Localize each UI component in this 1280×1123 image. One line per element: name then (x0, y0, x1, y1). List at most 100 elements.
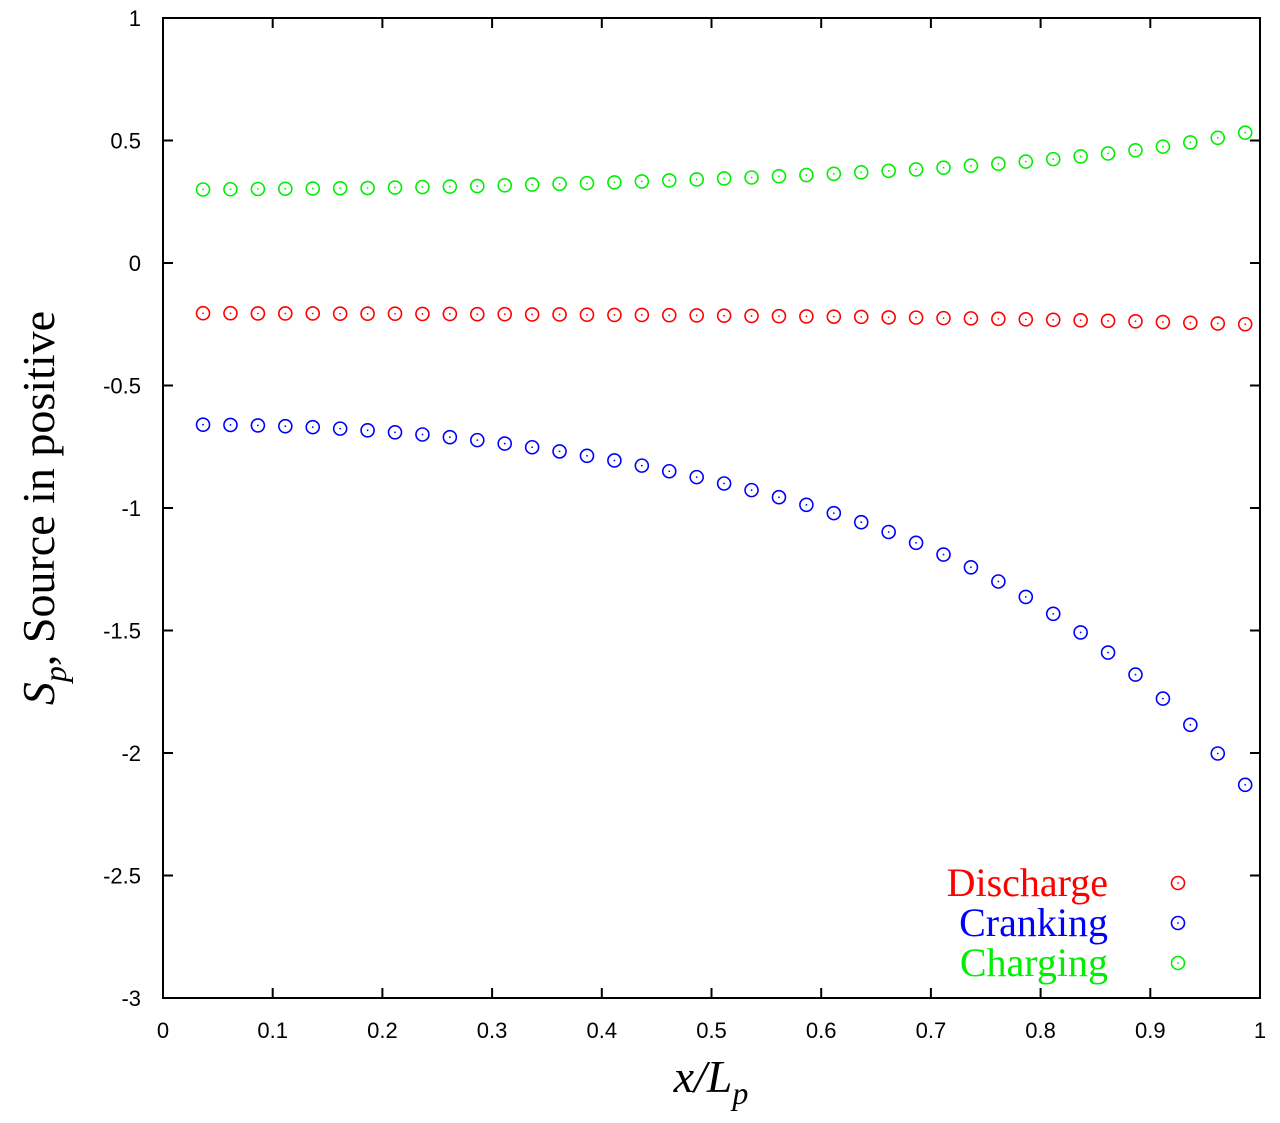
data-point-center (284, 425, 287, 428)
x-tick-label: 0.2 (367, 1018, 398, 1043)
data-point (1100, 313, 1116, 329)
data-point (497, 436, 513, 451)
legend-label-charging: Charging (960, 940, 1108, 985)
data-point (661, 307, 677, 323)
x-axis-title: x/Lp (673, 1051, 749, 1111)
data-point (963, 311, 979, 326)
data-point-center (256, 424, 259, 427)
data-point-center (695, 476, 698, 479)
data-point (332, 306, 348, 322)
data-point (469, 432, 485, 448)
data-point-center (1024, 160, 1027, 163)
data-point (305, 419, 321, 435)
data-point (442, 429, 458, 445)
data-point (799, 497, 814, 513)
data-point (360, 423, 375, 438)
data-point (689, 308, 704, 323)
data-point-center (1216, 136, 1219, 139)
data-point-center (1134, 320, 1137, 323)
x-tick-label: 0 (157, 1018, 169, 1043)
data-point (250, 181, 266, 197)
data-point (936, 160, 951, 175)
data-point-center (750, 489, 753, 492)
data-point (469, 178, 485, 194)
data-point (744, 308, 759, 324)
data-point (278, 306, 293, 321)
data-point-center (531, 183, 534, 186)
data-point (524, 307, 540, 322)
data-point-center (339, 187, 342, 190)
data-point-center (1216, 752, 1219, 755)
data-point (1237, 316, 1253, 332)
data-point (387, 180, 403, 195)
data-point (1237, 125, 1253, 140)
data-point-center (476, 185, 479, 187)
data-point (552, 176, 567, 192)
data-point-center (421, 433, 424, 436)
data-point-center (887, 316, 890, 319)
data-point (1183, 717, 1198, 733)
data-point (853, 165, 869, 180)
data-point (689, 469, 704, 485)
data-point (1128, 143, 1143, 158)
data-point-center (1107, 319, 1109, 322)
data-point-center (202, 312, 204, 315)
data-point (853, 514, 869, 530)
data-point-center (887, 531, 890, 533)
data-point (579, 307, 595, 322)
data-point (1155, 139, 1171, 154)
data-point-center (311, 187, 314, 190)
data-point-center (805, 174, 808, 176)
data-point-center (421, 313, 424, 315)
data-point (415, 427, 430, 442)
data-point-center (668, 314, 671, 317)
data-point-center (284, 187, 287, 190)
data-point (360, 180, 375, 196)
data-point (991, 574, 1006, 589)
data-point (826, 505, 842, 521)
data-point-center (723, 482, 726, 485)
data-point-center (970, 317, 972, 320)
data-point (1045, 606, 1061, 622)
data-point-center (750, 315, 753, 317)
data-point-center (613, 314, 616, 316)
data-point (442, 306, 458, 322)
data-point-center (668, 470, 671, 473)
data-point-center (448, 313, 451, 315)
y-tick-label: -1 (121, 496, 141, 521)
data-point-center (750, 176, 753, 179)
data-point (1073, 313, 1088, 328)
data-point-center (586, 182, 588, 185)
data-point-center (997, 162, 1000, 165)
data-point-center (229, 424, 232, 426)
legend-marker-cranking (1170, 915, 1186, 931)
y-tick-label: -2 (121, 741, 141, 766)
tick-labels: 0 0.1 0.2 0.3 0.4 0.5 0.6 0.7 0.8 0.9 1 1 0.5 0 -0.5 -1… (103, 6, 1266, 1043)
data-point (881, 310, 896, 325)
data-point-center (805, 503, 808, 506)
y-tick-label: -0.5 (103, 374, 141, 399)
data-point (716, 308, 732, 323)
data-point-center (668, 179, 671, 182)
data-point (1210, 316, 1226, 331)
data-point (634, 174, 650, 189)
data-point (936, 547, 951, 562)
data-point (1237, 777, 1253, 793)
data-point (1128, 314, 1143, 329)
data-point (305, 306, 321, 321)
data-point-center (860, 521, 863, 524)
y-tick-label: -1.5 (103, 619, 141, 644)
data-point (250, 306, 266, 321)
data-point-center (1189, 723, 1192, 726)
data-point (195, 305, 211, 321)
data-point-center (503, 313, 506, 316)
data-point-center (695, 178, 698, 181)
data-point-center (311, 426, 314, 429)
data-point-center (1244, 783, 1247, 786)
data-point-center (1107, 152, 1109, 155)
data-point-center (860, 316, 863, 318)
data-point-center (448, 436, 451, 439)
data-point (332, 180, 348, 196)
data-point-center (1189, 321, 1192, 324)
data-points (195, 125, 1253, 793)
